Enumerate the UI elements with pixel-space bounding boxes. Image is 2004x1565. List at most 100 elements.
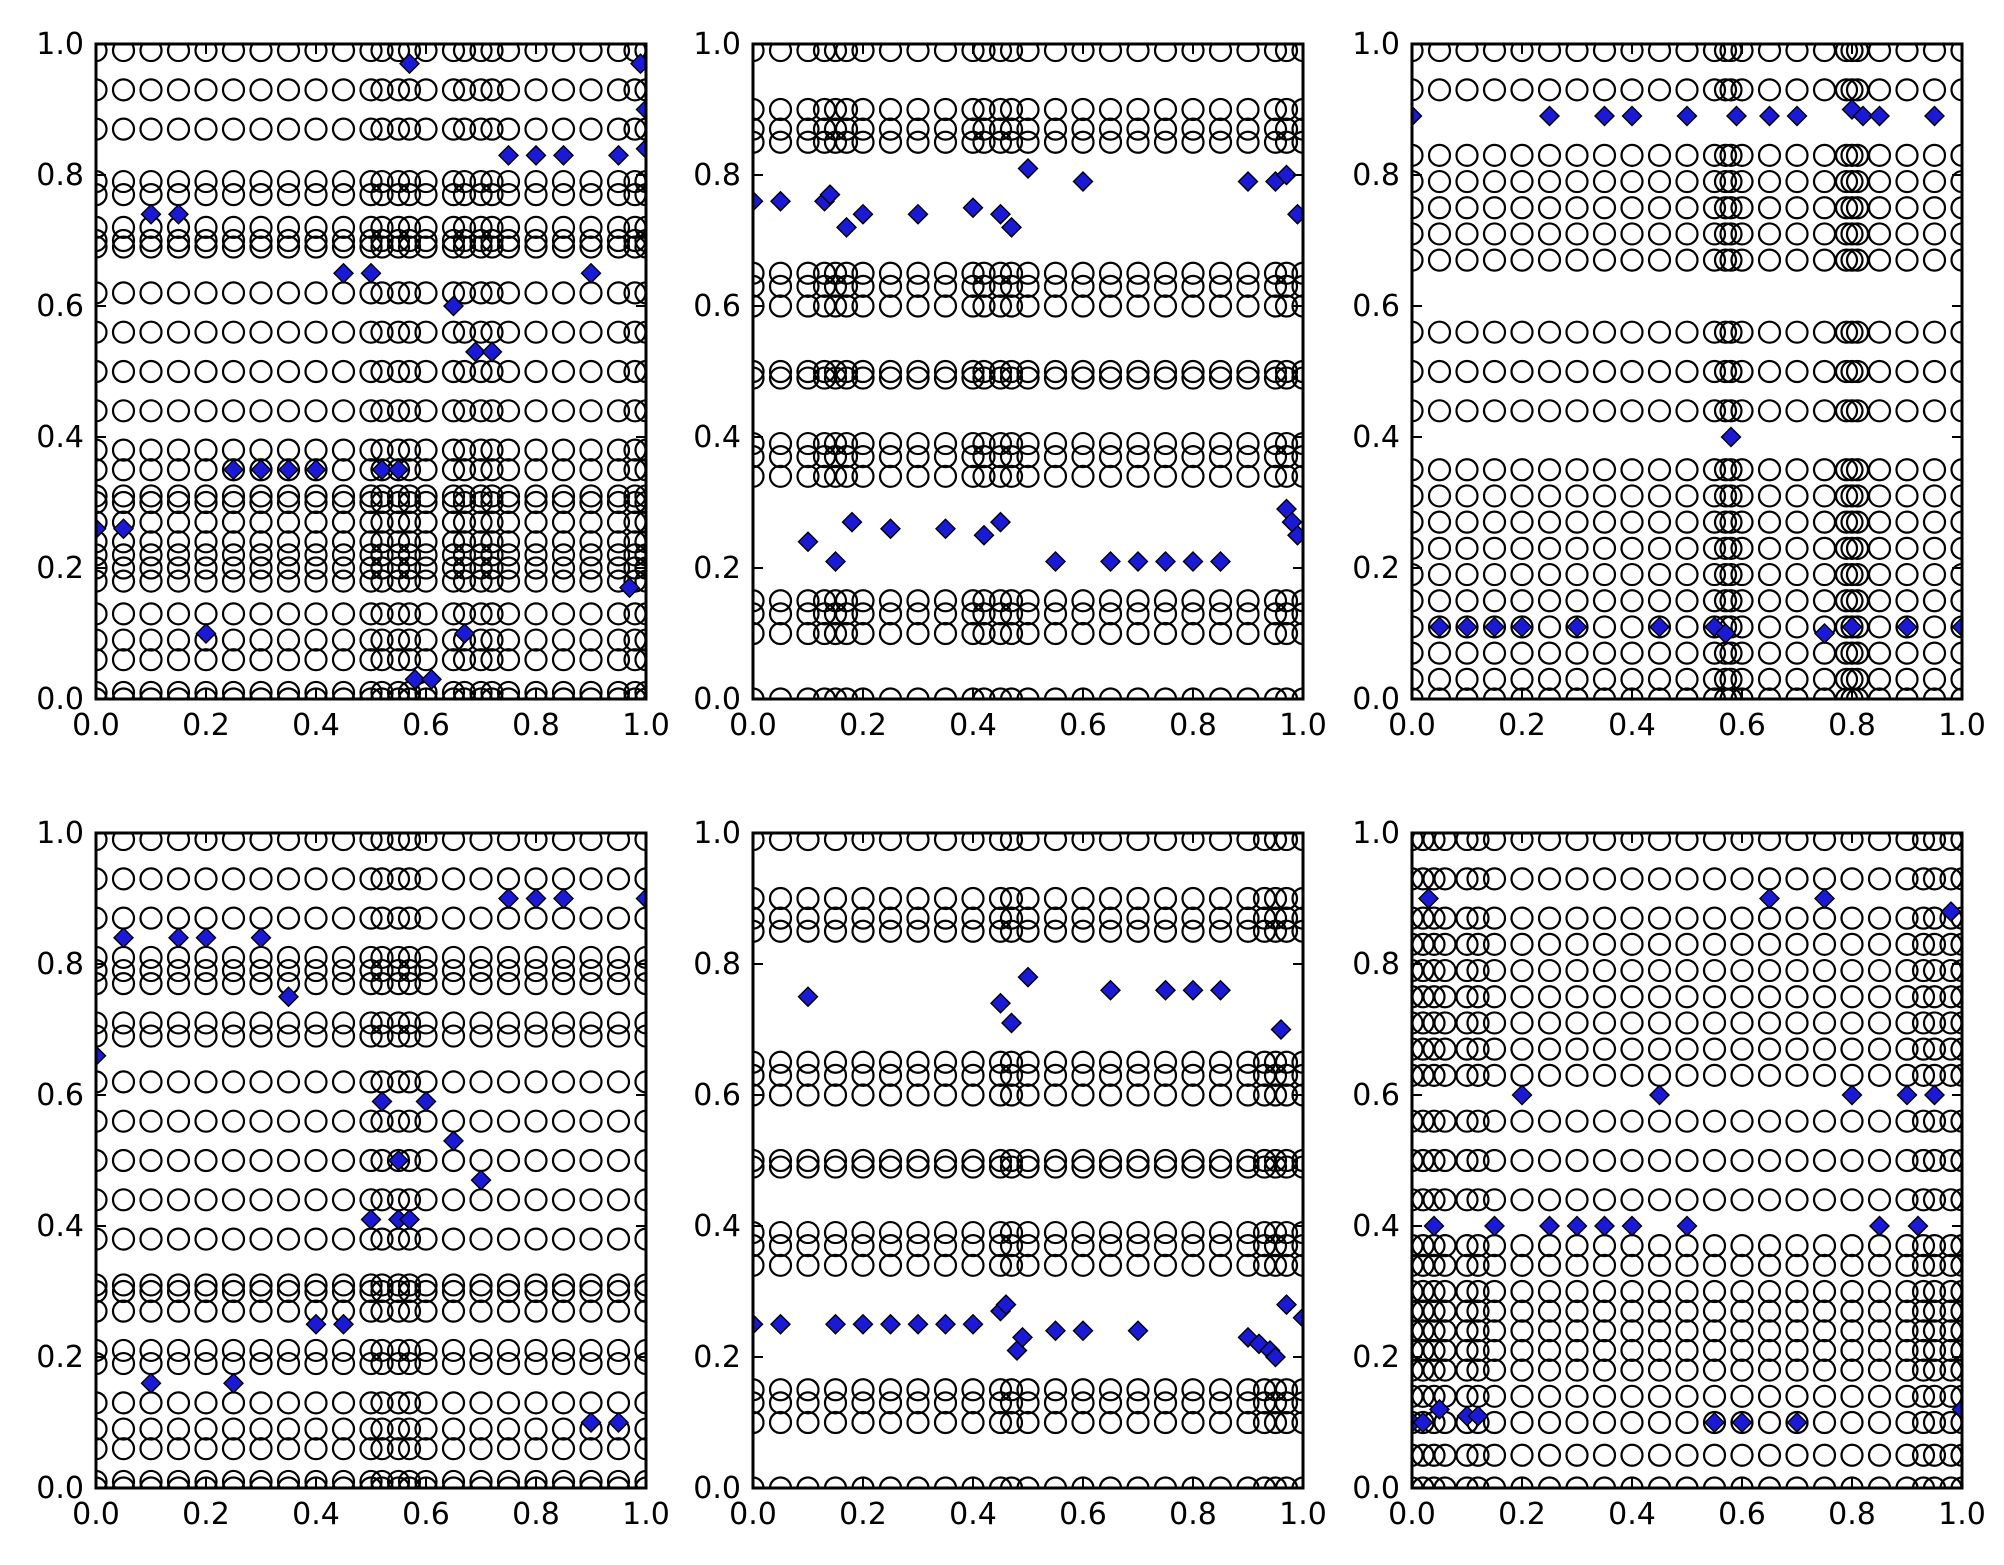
circle-point (1466, 958, 1490, 983)
circle-point (221, 44, 246, 63)
circle-point (1565, 615, 1589, 639)
circle-point (469, 359, 493, 384)
circle-point (1922, 1037, 1947, 1061)
circle-point (823, 1220, 848, 1245)
circle-point (1291, 1253, 1303, 1277)
circle-point (1713, 320, 1738, 344)
circle-point (331, 833, 356, 852)
circle-point (579, 906, 603, 930)
diamond-point (1484, 616, 1505, 638)
circle-point (823, 621, 848, 646)
circle-point (111, 833, 136, 852)
circle-point (414, 1279, 438, 1304)
circle-point (1455, 169, 1479, 194)
circle-point (397, 1011, 422, 1035)
circle-point (249, 78, 273, 102)
circle-point (1565, 906, 1589, 930)
circle-point (1620, 1279, 1644, 1304)
x-tick-label: 1.0 (1938, 708, 1986, 743)
circle-point (370, 648, 394, 672)
circle-point (1867, 1338, 1892, 1363)
circle-point (634, 484, 646, 508)
circle-point (796, 117, 820, 141)
circle-point (452, 320, 477, 344)
circle-point (1895, 562, 1919, 587)
circle-point (139, 543, 163, 567)
circle-point (1675, 484, 1699, 508)
circle-point (988, 366, 1013, 390)
circle-point (878, 359, 903, 384)
circle-point (1043, 1063, 1068, 1087)
circle-point (1647, 906, 1672, 930)
circle-point (961, 1378, 985, 1402)
circle-point (524, 1391, 548, 1415)
diamond-point (1594, 105, 1615, 127)
circle-point (1702, 562, 1727, 587)
circle-point (1071, 1063, 1095, 1087)
circle-point (906, 431, 930, 456)
circle-point (331, 169, 356, 194)
circle-point (480, 458, 504, 482)
circle-point (1785, 641, 1809, 665)
circle-point (331, 1469, 356, 1488)
circle-point (1757, 641, 1782, 665)
diamond-point (907, 1313, 929, 1335)
diamond-point (1270, 1019, 1292, 1040)
circle-point (1537, 399, 1562, 423)
circle-point (1922, 906, 1947, 930)
circle-point (1730, 1338, 1754, 1363)
circle-point (999, 1148, 1024, 1173)
circle-point (1950, 510, 1962, 534)
y-tick-label: 0.6 (693, 1078, 741, 1113)
circle-point (1911, 1234, 1936, 1258)
circle-point (834, 464, 859, 488)
x-tick-label: 1.0 (1938, 1497, 1986, 1532)
circle-point (397, 1109, 422, 1133)
circle-point (441, 833, 466, 852)
circle-point (524, 320, 548, 344)
circle-point (1895, 1443, 1919, 1467)
diamond-point (990, 203, 1011, 225)
circle-point (1043, 1234, 1068, 1258)
circle-point (933, 886, 958, 911)
circle-point (359, 235, 383, 259)
circle-point (1867, 1063, 1892, 1087)
circle-point (249, 1391, 273, 1415)
circle-point (823, 1378, 848, 1402)
circle-point (1702, 484, 1727, 508)
circle-point (359, 44, 383, 63)
circle-point (441, 399, 466, 423)
circle-point (1592, 1443, 1617, 1467)
circle-point (1895, 1299, 1919, 1323)
circle-point (1950, 1299, 1962, 1323)
diamond-point (1566, 616, 1588, 638)
circle-point (1482, 1358, 1507, 1382)
circle-point (139, 1437, 163, 1461)
circle-point (753, 1253, 765, 1277)
circle-point (1043, 274, 1068, 298)
circle-point (221, 1109, 246, 1133)
diamond-point (1127, 1320, 1149, 1342)
circle-point (1719, 320, 1743, 344)
circle-point (796, 359, 820, 384)
circle-point (331, 78, 356, 102)
circle-point (999, 445, 1024, 469)
circle-point (1291, 919, 1303, 943)
circle-point (386, 399, 411, 423)
circle-point (1510, 1443, 1534, 1467)
circle-point (249, 602, 273, 626)
circle-point (96, 399, 108, 423)
circle-point (1812, 687, 1837, 699)
circle-point (524, 556, 548, 580)
circle-point (851, 1220, 875, 1245)
circle-point (1181, 1253, 1205, 1277)
circle-point (1565, 667, 1589, 691)
circle-point (1867, 484, 1892, 508)
circle-point (1911, 1253, 1936, 1277)
circle-point (1922, 1109, 1947, 1133)
circle-point (1730, 906, 1754, 930)
diamond-point (454, 623, 475, 644)
circle-point (1236, 833, 1260, 852)
circle-point (834, 359, 859, 384)
circle-point (96, 1011, 108, 1035)
